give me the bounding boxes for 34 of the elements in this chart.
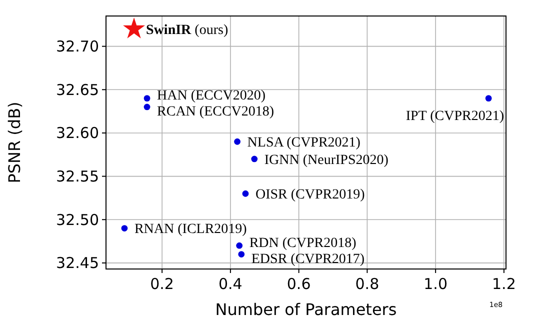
point — [238, 251, 245, 258]
x-tick-label: 1.0 — [424, 275, 448, 293]
y-tick-label: 32.45 — [56, 254, 99, 272]
x-tick-label: 0.8 — [355, 275, 380, 293]
annotation: IGNN (NeurIPS2020) — [264, 152, 389, 168]
annotation: RCAN (ECCV2018) — [157, 104, 274, 120]
x-tick-label: 1.2 — [492, 275, 516, 293]
y-axis-title: PSNR (dB) — [5, 102, 24, 184]
point — [121, 225, 128, 232]
annotation: RNAN (ICLR2019) — [134, 222, 248, 238]
x-tick-label: 0.4 — [218, 275, 242, 293]
y-tick-label: 32.60 — [56, 124, 99, 142]
annotation: HAN (ECCV2020) — [157, 88, 266, 104]
y-tick-label: 32.55 — [56, 168, 99, 186]
point — [234, 138, 240, 145]
y-tick-label: 32.70 — [56, 38, 99, 56]
x-tick-label: 0.6 — [286, 275, 311, 293]
annotation: NLSA (CVPR2021) — [247, 136, 361, 151]
x-axis-title: Number of Parameters — [215, 300, 397, 319]
annotation: OISR (CVPR2019) — [255, 188, 366, 203]
point — [144, 95, 150, 102]
series-label: SwinIR (ours) — [146, 22, 228, 38]
y-tick-label: 32.50 — [56, 210, 99, 229]
annotation: RDN (CVPR2018) — [249, 236, 357, 251]
point — [236, 242, 243, 249]
point — [123, 17, 146, 38]
x-tick-label: 0.2 — [150, 275, 174, 293]
point — [242, 190, 249, 197]
annotation: EDSR (CVPR2017) — [251, 252, 365, 267]
point — [251, 156, 258, 162]
annotation: IPT (CVPR2021) — [406, 109, 504, 124]
point — [144, 104, 150, 110]
point — [485, 95, 492, 102]
y-tick-label: 32.65 — [56, 80, 99, 99]
